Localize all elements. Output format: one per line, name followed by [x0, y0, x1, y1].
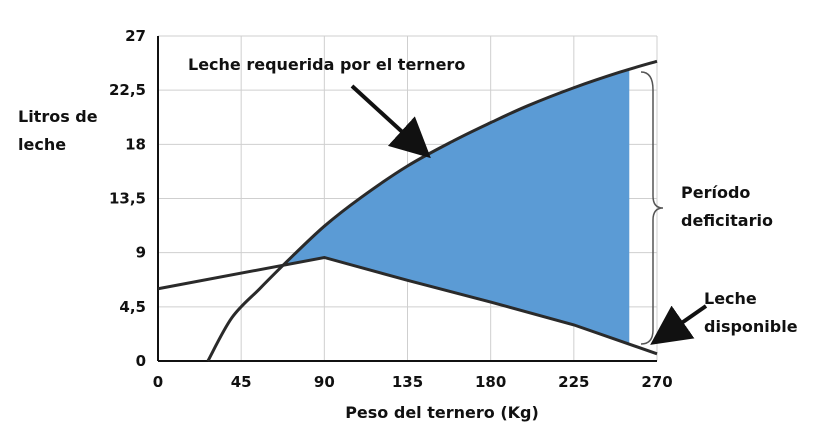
- y-tick-label: 18: [125, 135, 146, 153]
- axes: [157, 36, 657, 362]
- arrow-available: [650, 304, 708, 345]
- annotation-available-2: disponible: [704, 317, 798, 336]
- deficit-region: [287, 69, 630, 345]
- annotation-required: Leche requerida por el ternero: [188, 55, 465, 74]
- x-tick-label: 135: [392, 373, 423, 391]
- deficit-label-2: deficitario: [681, 211, 773, 230]
- deficit-label-1: Período: [681, 183, 750, 202]
- y-axis-title-2: leche: [18, 135, 66, 154]
- y-tick-label: 0: [136, 352, 146, 370]
- y-tick-label: 13,5: [109, 190, 146, 208]
- y-tick-label: 22,5: [109, 81, 146, 99]
- x-tick-label: 90: [314, 373, 335, 391]
- annotation-available-1: Leche: [704, 289, 757, 308]
- y-tick-label: 27: [125, 27, 146, 45]
- deficit-brace: [640, 71, 664, 345]
- x-tick-label: 270: [641, 373, 672, 391]
- y-tick-label: 9: [136, 244, 146, 262]
- series-line-available: [157, 255, 658, 356]
- series-line-required: [206, 59, 658, 362]
- x-tick-label: 180: [475, 373, 506, 391]
- x-axis-title: Peso del ternero (Kg): [345, 403, 539, 422]
- x-tick-labels: 0 45 90 135 180 225 270: [153, 373, 673, 391]
- x-tick-label: 0: [153, 373, 163, 391]
- x-tick-label: 45: [231, 373, 252, 391]
- arrow-required: [350, 84, 431, 159]
- y-tick-label: 4,5: [119, 298, 146, 316]
- x-tick-label: 225: [558, 373, 589, 391]
- y-axis-title-1: Litros de: [18, 107, 98, 126]
- y-tick-labels: 0 4,5 9 13,5 18 22,5 27: [109, 27, 146, 370]
